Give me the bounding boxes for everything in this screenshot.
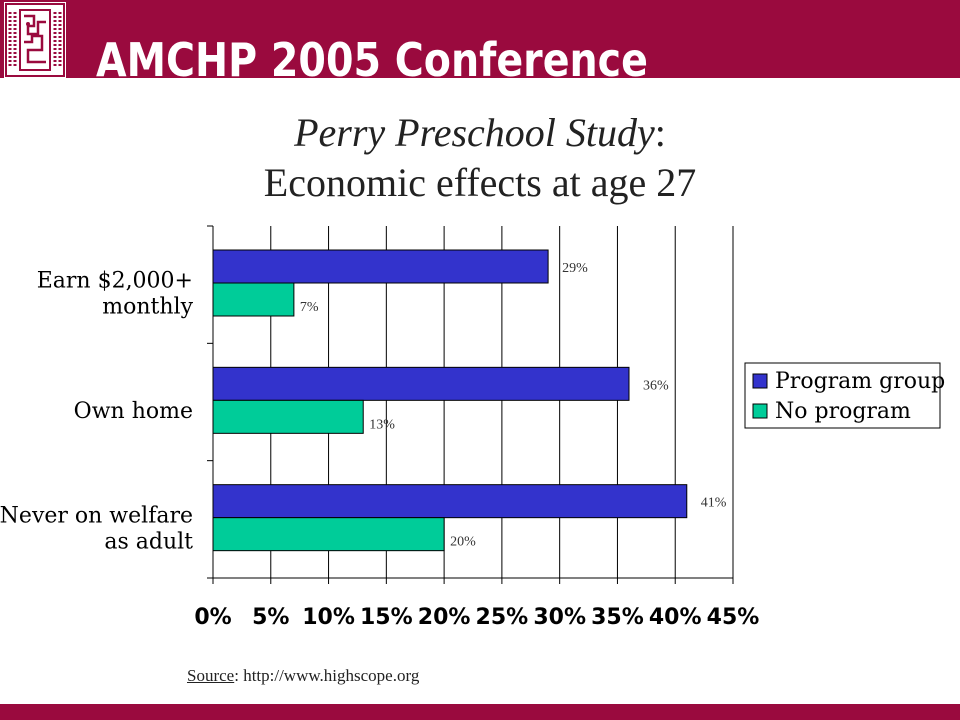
x-tick-label: 25% xyxy=(476,605,529,630)
x-tick-label: 45% xyxy=(707,605,760,630)
data-label: 29% xyxy=(562,261,588,276)
x-tick-label: 35% xyxy=(591,605,644,630)
source-citation: Source: http://www.highscope.org xyxy=(187,666,419,686)
legend-label: Program group xyxy=(775,369,945,394)
conference-title: AMCHP 2005 Conference xyxy=(96,33,648,87)
category-label: as adult xyxy=(104,529,193,554)
slide-title: Perry Preschool Study: Economic effects … xyxy=(0,108,960,208)
category-label: Never on welfare xyxy=(0,503,193,528)
logo-emblem-icon xyxy=(5,3,65,77)
bar xyxy=(212,249,549,284)
category-label: Own home xyxy=(74,399,193,424)
x-tick-label: 20% xyxy=(418,605,471,630)
bar-chart: 0% 5% 10% 15% 20% 25% 30% 35% 40% 45%29%7%Earn $2… xyxy=(0,225,945,630)
legend-swatch xyxy=(752,373,768,389)
x-tick-label: 40% xyxy=(649,605,702,630)
amchp-logo xyxy=(4,2,66,78)
bar xyxy=(212,399,364,434)
title-colon: : xyxy=(654,110,666,155)
x-tick-label: 30% xyxy=(533,605,586,630)
data-label: 13% xyxy=(369,417,395,432)
legend-swatch xyxy=(752,403,768,419)
x-tick-label: 0% xyxy=(194,605,231,630)
category-label: monthly xyxy=(102,295,193,320)
bar xyxy=(212,484,688,519)
data-label: 36% xyxy=(643,378,669,393)
title-study-name: Perry Preschool Study xyxy=(294,110,655,155)
data-label: 7% xyxy=(300,300,319,315)
title-subtitle: Economic effects at age 27 xyxy=(263,160,697,205)
bar xyxy=(212,517,445,552)
legend-box xyxy=(744,362,941,429)
data-label: 20% xyxy=(450,535,476,550)
x-tick-label: 5% xyxy=(252,605,289,630)
data-label: 41% xyxy=(701,496,727,511)
source-label: Source xyxy=(187,666,235,685)
source-url: : http://www.highscope.org xyxy=(234,666,420,685)
category-label: Earn $2,000+ xyxy=(37,269,193,294)
bar xyxy=(212,282,295,317)
x-tick-label: 10% xyxy=(302,605,355,630)
footer-bar xyxy=(0,704,960,720)
header-banner xyxy=(0,0,960,78)
x-tick-label: 15% xyxy=(360,605,413,630)
bar xyxy=(212,366,630,401)
legend-label: No program xyxy=(775,399,911,424)
